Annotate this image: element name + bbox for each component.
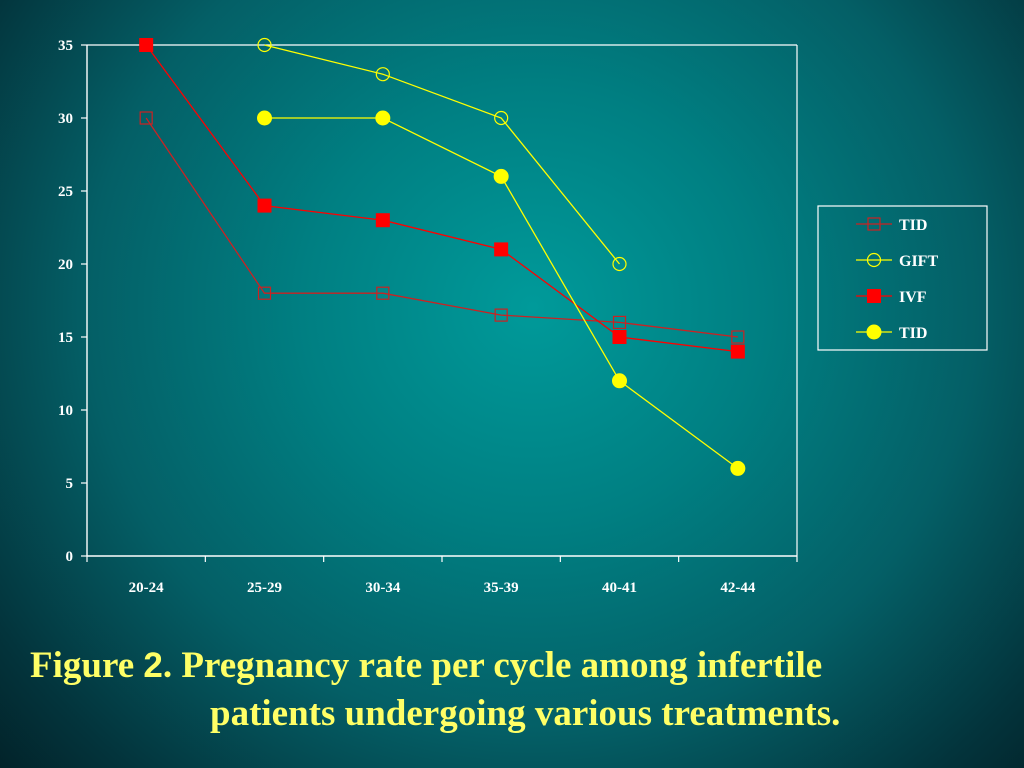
data-point [612, 373, 627, 389]
data-point [612, 330, 627, 344]
caption-prefix: Figure [30, 645, 144, 686]
data-point [493, 168, 509, 184]
legend-item: TID [856, 324, 927, 342]
data-point [257, 198, 272, 213]
data-point [375, 213, 390, 228]
data-point [257, 286, 272, 300]
data-point [139, 111, 153, 125]
x-tick-label: 40-41 [602, 580, 637, 596]
data-point [494, 308, 508, 322]
legend-label: TID [899, 325, 927, 342]
x-tick-label: 42-44 [720, 580, 755, 596]
data-point [730, 460, 746, 476]
series-line [264, 44, 621, 265]
y-tick-label: 35 [58, 38, 73, 54]
x-tick-label: 20-24 [129, 580, 164, 596]
y-tick-label: 0 [66, 549, 74, 565]
legend-label: TID [899, 217, 927, 234]
data-point [257, 110, 272, 126]
legend-marker [867, 217, 881, 231]
caption-line-2: patients undergoing various treatments. [210, 693, 841, 734]
x-tick-label: 25-29 [247, 580, 282, 596]
legend-marker [866, 324, 882, 340]
y-tick-label: 25 [58, 184, 73, 200]
data-point [612, 256, 627, 272]
data-point [376, 286, 390, 300]
y-tick-label: 5 [66, 476, 74, 492]
series-line [145, 44, 738, 353]
data-point [494, 242, 509, 257]
x-tick-label: 30-34 [365, 580, 400, 596]
data-point [612, 315, 627, 329]
legend-label: IVF [899, 289, 927, 306]
legend: TID GIFT IVF TID [817, 205, 988, 351]
y-tick-label: 10 [58, 403, 73, 419]
series-0 [139, 111, 745, 344]
caption-line-1-text: . Pregnancy rate per cycle among inferti… [162, 645, 823, 686]
plot-area [87, 44, 798, 556]
legend-box [817, 205, 988, 351]
series-2 [139, 38, 745, 359]
data-point [139, 38, 154, 52]
line-chart: 0 5 10 15 20 25 30 35 20-24 25-29 30-34 35-39 40-41 4… [58, 37, 988, 596]
caption-line-1: Figure 2. Pregnancy rate per cycle among… [30, 642, 822, 690]
data-point [257, 37, 272, 53]
series-1 [257, 37, 627, 272]
data-point [494, 110, 509, 126]
x-tick-label: 35-39 [484, 580, 519, 596]
series-3 [257, 110, 746, 476]
axes: 0 5 10 15 20 25 30 35 20-24 25-29 30-34 35-39 40-41 4… [58, 38, 798, 596]
legend-item: IVF [856, 289, 927, 306]
legend-label: GIFT [899, 253, 938, 270]
y-tick-label: 15 [58, 330, 73, 346]
y-tick-label: 20 [58, 257, 73, 273]
y-tick-label: 30 [58, 111, 73, 127]
figure-number: 2 [143, 646, 163, 685]
data-point [375, 110, 391, 126]
data-point [730, 344, 745, 359]
legend-item: TID [856, 217, 927, 234]
series-group [139, 37, 746, 476]
legend-item: GIFT [856, 252, 938, 270]
legend-marker [867, 289, 881, 303]
data-point [375, 67, 390, 82]
legend-marker [866, 252, 882, 268]
series-line [145, 117, 738, 338]
data-point [731, 330, 745, 344]
